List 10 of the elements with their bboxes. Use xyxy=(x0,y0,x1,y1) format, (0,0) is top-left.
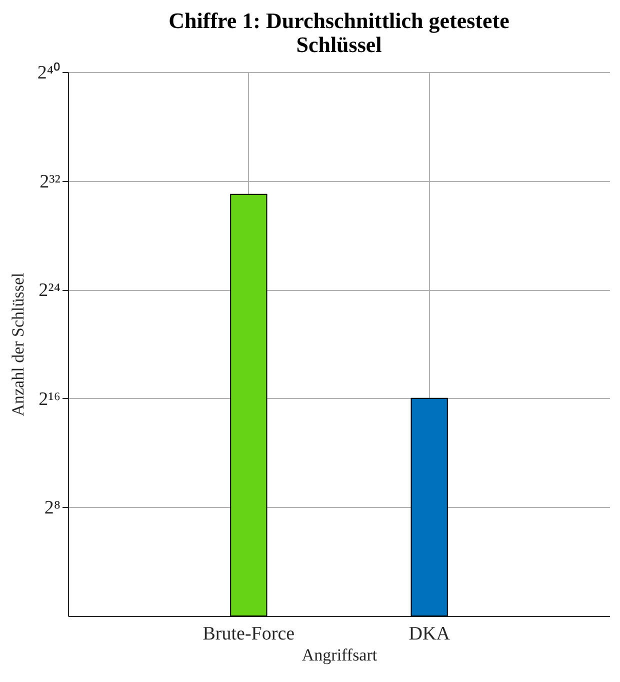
chart-title: Chiffre 1: Durchschnittlich getestete Schlüssel xyxy=(168,8,510,57)
y-tick-label: 2¹⁶ xyxy=(38,388,60,410)
x-tick-label: Brute-Force xyxy=(202,624,295,644)
y-tick-label: 2³² xyxy=(40,171,61,192)
x-tick-label: DKA xyxy=(408,624,450,644)
y-tick-label: 2⁴⁰ xyxy=(37,62,60,84)
y-tick-label: 2²⁴ xyxy=(38,280,61,302)
x-axis-title: Angriffsart xyxy=(302,646,378,664)
y-tick-label: 2⁸ xyxy=(44,498,60,519)
y-axis-title: Anzahl der Schlüssel xyxy=(8,272,28,416)
